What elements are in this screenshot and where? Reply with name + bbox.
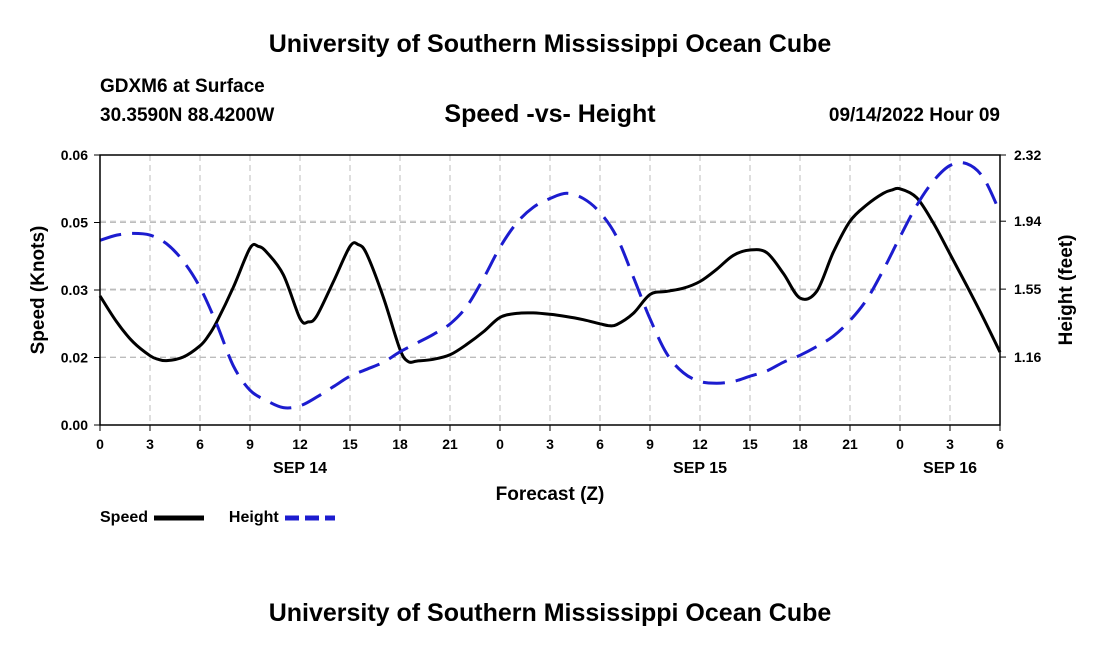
y2-tick-label: 1.16 (1014, 349, 1041, 365)
forecast-datetime: 09/14/2022 Hour 09 (828, 105, 1000, 126)
legend-label-speed: Speed (100, 509, 149, 526)
station-coordinates: 30.3590N 88.4200W (100, 105, 275, 126)
y2-axis-title: Height (feet) (1056, 235, 1077, 346)
x-tick-label: 6 (196, 436, 204, 452)
x-axis-title: Forecast (Z) (496, 484, 605, 505)
axes: 0 3 6 9 12 15 18 21 0 3 6 9 12 15 18 21 0 3 6 SEP 14 SEP 15 S… (61, 147, 1042, 477)
x-tick-label: 9 (646, 436, 654, 452)
x-tick-label: 3 (546, 436, 554, 452)
y-axis-title: Speed (Knots) (28, 226, 49, 355)
x-tick-label: 18 (792, 436, 808, 452)
x-tick-label: 0 (896, 436, 904, 452)
x-tick-label: 3 (146, 436, 154, 452)
y-tick-label: 0.05 (61, 215, 88, 231)
x-tick-label: 15 (342, 436, 358, 452)
x-tick-label: 12 (292, 436, 308, 452)
x-date-label: SEP 15 (673, 460, 727, 477)
legend-label-height: Height (228, 509, 279, 526)
y-tick-label: 0.02 (61, 350, 88, 366)
legend: Speed Height (100, 509, 355, 527)
x-tick-label: 0 (96, 436, 104, 452)
series (98, 161, 1002, 410)
series-line-speed (98, 186, 1002, 364)
x-date-label: SEP 16 (923, 460, 977, 477)
y-tick-label: 0.03 (61, 282, 88, 298)
x-date-label: SEP 14 (273, 460, 327, 477)
y-tick-label: 0.06 (61, 147, 88, 163)
x-tick-label: 15 (742, 436, 758, 452)
x-tick-label: 0 (496, 436, 504, 452)
y2-tick-label: 1.94 (1014, 213, 1041, 229)
top-title: University of Southern Mississippi Ocean… (268, 30, 832, 58)
y2-tick-label: 1.55 (1014, 281, 1041, 297)
x-tick-label: 6 (996, 436, 1004, 452)
x-tick-label: 12 (692, 436, 708, 452)
x-tick-label: 6 (596, 436, 604, 452)
x-tick-label: 21 (442, 436, 458, 452)
legend-entry-speed: Speed (100, 509, 206, 527)
legend-swatch-height (285, 515, 336, 521)
legend-entry-height: Height (229, 509, 337, 527)
x-tick-label: 18 (392, 436, 408, 452)
x-tick-label: 3 (946, 436, 954, 452)
x-tick-label: 9 (246, 436, 254, 452)
legend-swatch-speed (154, 515, 205, 521)
y-tick-label: 0.00 (61, 417, 88, 433)
x-tick-label: 21 (842, 436, 858, 452)
station-label: GDXM6 at Surface (100, 76, 265, 97)
y2-tick-label: 2.32 (1014, 147, 1041, 163)
series-line-height (99, 161, 1002, 410)
chart-subtitle: Speed -vs- Height (444, 100, 656, 128)
bottom-title: University of Southern Mississippi Ocean… (268, 599, 832, 627)
grid (100, 155, 1000, 425)
